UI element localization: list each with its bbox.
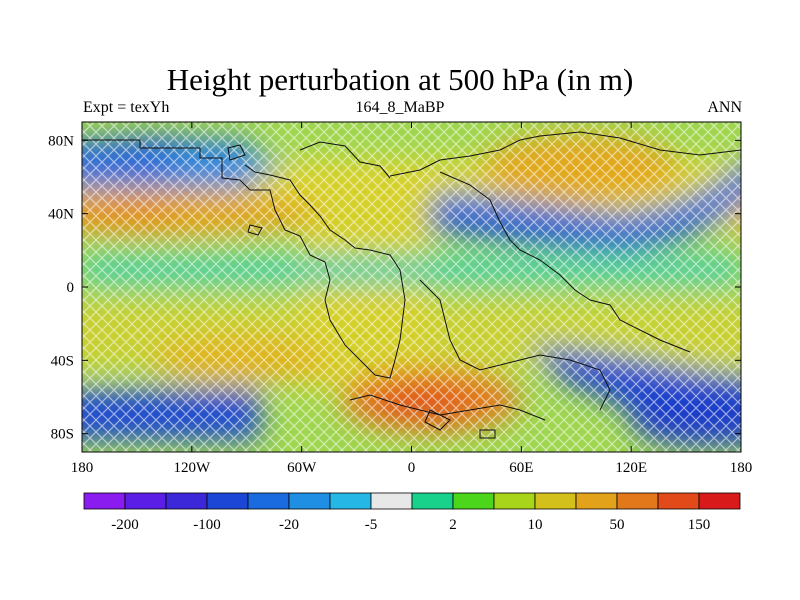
- x-tick-label: 180: [71, 460, 94, 476]
- y-tick-label: 0: [67, 280, 75, 296]
- colorbar-label: 50: [610, 517, 625, 533]
- x-tick-label: 0: [408, 460, 416, 476]
- y-tick-label: 40S: [51, 353, 74, 369]
- experiment-label: Expt = texYh: [83, 99, 170, 116]
- y-tick-label: 80N: [48, 133, 74, 149]
- colorbar-swatch: [657, 492, 700, 510]
- colorbar-label: 2: [449, 517, 457, 533]
- season-label: ANN: [707, 99, 742, 116]
- colorbar-swatch: [616, 492, 659, 510]
- colorbar-label: -200: [111, 517, 139, 533]
- colorbar-swatch: [411, 492, 454, 510]
- colorbar-swatch: [534, 492, 577, 510]
- experiment-id: 164_8_MaBP: [355, 99, 445, 116]
- colorbar-label: -20: [279, 517, 299, 533]
- map-field: [82, 122, 741, 452]
- colorbar-swatch: [452, 492, 495, 510]
- colorbar-swatch: [124, 492, 167, 510]
- x-tick-label: 60W: [287, 460, 317, 476]
- colorbar-label: 10: [528, 517, 543, 533]
- coastlines: [82, 131, 741, 439]
- x-axis: 180 120W 60W 0 60E 120E 180: [71, 122, 753, 476]
- colorbar-swatch: [165, 492, 208, 510]
- colorbar-swatch: [493, 492, 536, 510]
- colorbar-swatch: [698, 492, 741, 510]
- x-tick-label: 120W: [173, 460, 211, 476]
- colorbar-swatch: [329, 492, 372, 510]
- colorbar-swatch: [288, 492, 331, 510]
- colorbar: -200 -100 -20 -5 2 10 50 150: [83, 492, 741, 533]
- colorbar-swatch: [370, 492, 413, 510]
- x-tick-label: 120E: [615, 460, 647, 476]
- chart-title: Height perturbation at 500 hPa (in m): [166, 62, 634, 97]
- x-tick-label: 60E: [509, 460, 533, 476]
- colorbar-label: 150: [688, 517, 711, 533]
- colorbar-swatch: [575, 492, 618, 510]
- colorbar-label: -100: [193, 517, 221, 533]
- y-axis: 80N 40N 0 40S 80S: [48, 133, 741, 443]
- y-tick-label: 80S: [51, 427, 74, 443]
- y-tick-label: 40N: [48, 207, 74, 223]
- colorbar-swatch: [247, 492, 290, 510]
- colorbar-swatch: [83, 492, 126, 510]
- x-tick-label: 180: [730, 460, 753, 476]
- colorbar-label: -5: [365, 517, 378, 533]
- colorbar-swatch: [206, 492, 249, 510]
